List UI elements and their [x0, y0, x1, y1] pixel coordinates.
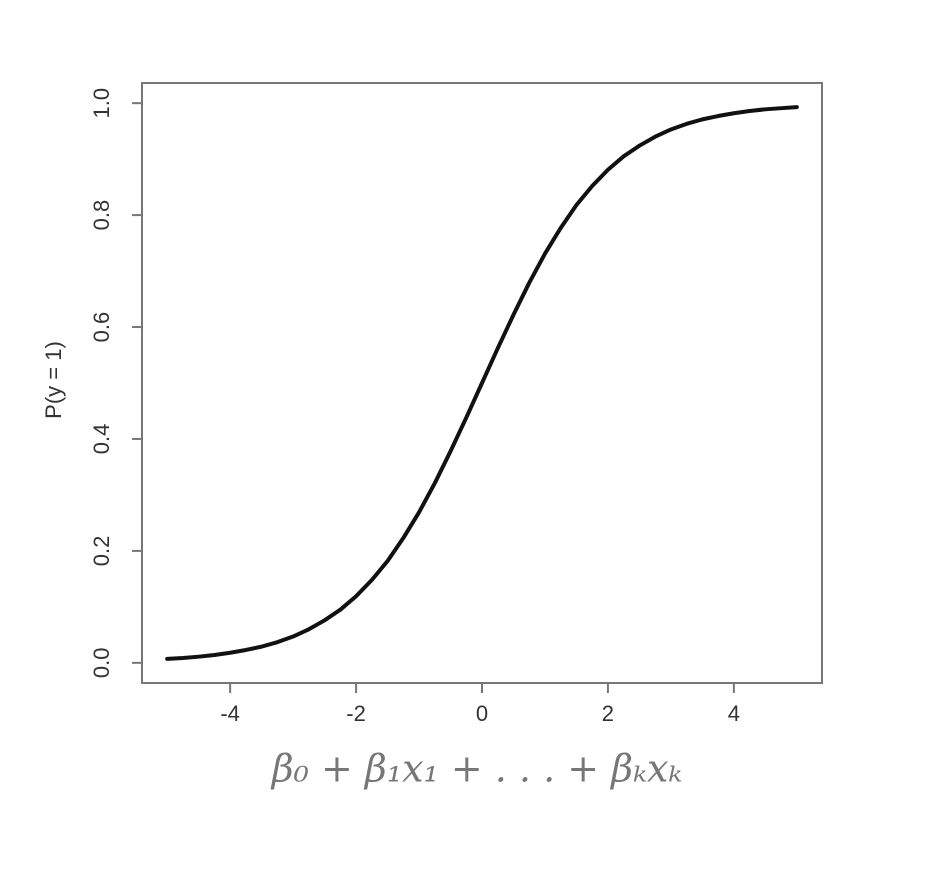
x-tick-label: 2 — [602, 701, 614, 726]
x-tick-label: 4 — [728, 701, 740, 726]
y-axis-label: P(y = 1) — [41, 341, 66, 419]
curve — [165, 105, 799, 661]
y-tick-label: 0.0 — [89, 648, 114, 679]
y-tick-label: 0.6 — [89, 312, 114, 343]
y-tick-label: 1.0 — [89, 88, 114, 119]
y-tick-label: 0.4 — [89, 424, 114, 455]
y-tick-label: 0.2 — [89, 536, 114, 567]
x-tick-label: -4 — [220, 701, 240, 726]
x-axis-label: β₀ + β₁x₁ + . . . + βₖxₖ — [270, 747, 683, 791]
y-tick-label: 0.8 — [89, 200, 114, 231]
x-tick-label: -2 — [346, 701, 366, 726]
x-tick-label: 0 — [476, 701, 488, 726]
